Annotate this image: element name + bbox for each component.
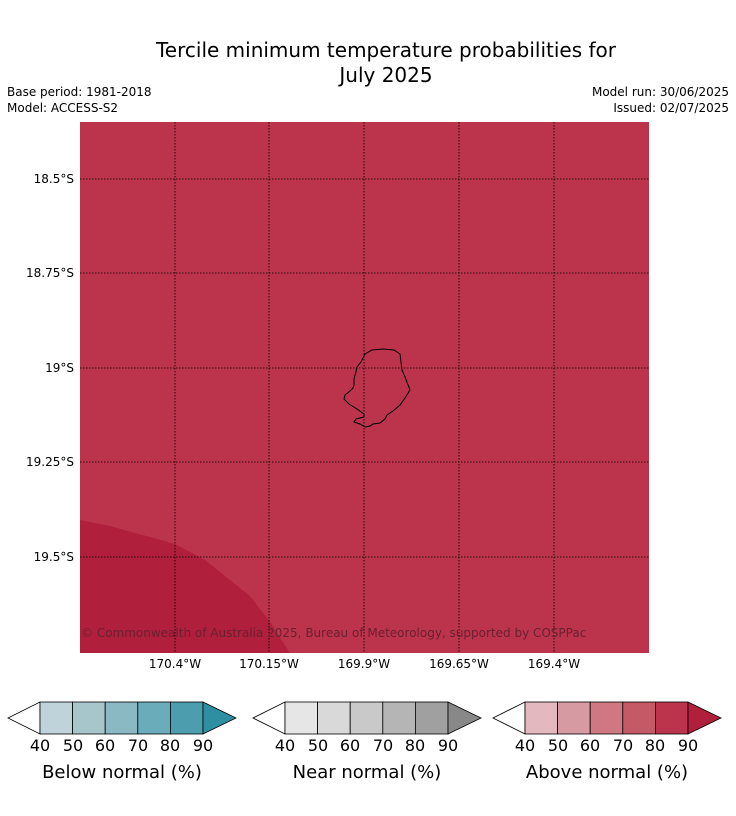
colorbar-over-triangle (447, 701, 482, 735)
lat-label-18-75: 18.75°S (26, 266, 74, 280)
title-line-1: Tercile minimum temperature probabilitie… (155, 38, 617, 62)
colorbar-near-normal-label: Near normal (%) (292, 762, 442, 783)
lat-label-18-5: 18.5°S (33, 172, 74, 186)
issued-date: Issued: 02/07/2025 (613, 101, 729, 115)
chart-title: Tercile minimum temperature probabilitie… (0, 38, 736, 88)
tick-label: 70 (372, 736, 394, 755)
tick-label: 90 (437, 736, 459, 755)
island-outline (343, 348, 411, 428)
colorbar-near-normal (252, 701, 482, 735)
copyright-notice: © Commonwealth of Australia 2025, Bureau… (81, 626, 587, 640)
lon-label-169-4: 169.4°W (527, 657, 581, 671)
above-normal-90-plus-region (80, 520, 290, 653)
colorbar-segment (414, 701, 449, 735)
colorbar-segment (524, 701, 558, 735)
tick-label: 40 (274, 736, 296, 755)
meta-left: Base period: 1981-2018 Model: ACCESS-S2 (7, 84, 152, 116)
lon-label-169-9: 169.9°W (337, 657, 391, 671)
colorbar-below-normal (7, 701, 237, 735)
colorbar-over-triangle (687, 701, 722, 735)
meta-right: Model run: 30/06/2025 Issued: 02/07/2025 (592, 84, 729, 116)
tick-label: 40 (514, 736, 536, 755)
colorbar-segment (72, 701, 106, 735)
colorbar-segment (39, 701, 73, 735)
tick-label: 70 (127, 736, 149, 755)
tick-label: 80 (644, 736, 666, 755)
tick-label: 50 (307, 736, 329, 755)
tick-label: 50 (62, 736, 84, 755)
tick-label: 50 (547, 736, 569, 755)
colorbar-segment (317, 701, 351, 735)
colorbar-segment (589, 701, 624, 735)
colorbar-segment (382, 701, 416, 735)
colorbar-above-normal (492, 701, 722, 735)
tick-label: 40 (29, 736, 51, 755)
colorbar-under-triangle (492, 701, 526, 735)
model-name: Model: ACCESS-S2 (7, 101, 119, 115)
lon-label-170-15: 170.15°W (239, 657, 299, 671)
gridlines (80, 122, 649, 653)
colorbar-under-triangle (252, 701, 286, 735)
colorbar-segment (284, 701, 318, 735)
tick-label: 70 (612, 736, 634, 755)
tick-label: 90 (677, 736, 699, 755)
colorbar-segment (137, 701, 171, 735)
tick-label: 60 (94, 736, 116, 755)
colorbar-segment (557, 701, 591, 735)
tick-label: 60 (579, 736, 601, 755)
colorbar-segment (622, 701, 656, 735)
colorbar-above-normal-label: Above normal (%) (525, 762, 689, 783)
colorbar-segment (104, 701, 139, 735)
lon-label-169-65: 169.65°W (429, 657, 489, 671)
lat-label-19: 19°S (45, 361, 74, 375)
base-period: Base period: 1981-2018 (7, 85, 152, 99)
tick-label: 80 (159, 736, 181, 755)
title-line-2: July 2025 (339, 63, 433, 87)
lon-label-170-4: 170.4°W (148, 657, 202, 671)
model-run: Model run: 30/06/2025 (591, 85, 729, 99)
lat-label-19-5: 19.5°S (33, 550, 74, 564)
colorbar-below-normal-label: Below normal (%) (42, 762, 202, 783)
tick-label: 60 (339, 736, 361, 755)
colorbar-under-triangle (7, 701, 41, 735)
colorbar-segment (349, 701, 384, 735)
colorbar-segment (169, 701, 204, 735)
tick-label: 80 (404, 736, 426, 755)
probability-map[interactable] (80, 122, 649, 653)
tick-label: 90 (192, 736, 214, 755)
colorbar-segment (654, 701, 689, 735)
colorbar-over-triangle (202, 701, 237, 735)
lat-label-19-25: 19.25°S (26, 455, 74, 469)
